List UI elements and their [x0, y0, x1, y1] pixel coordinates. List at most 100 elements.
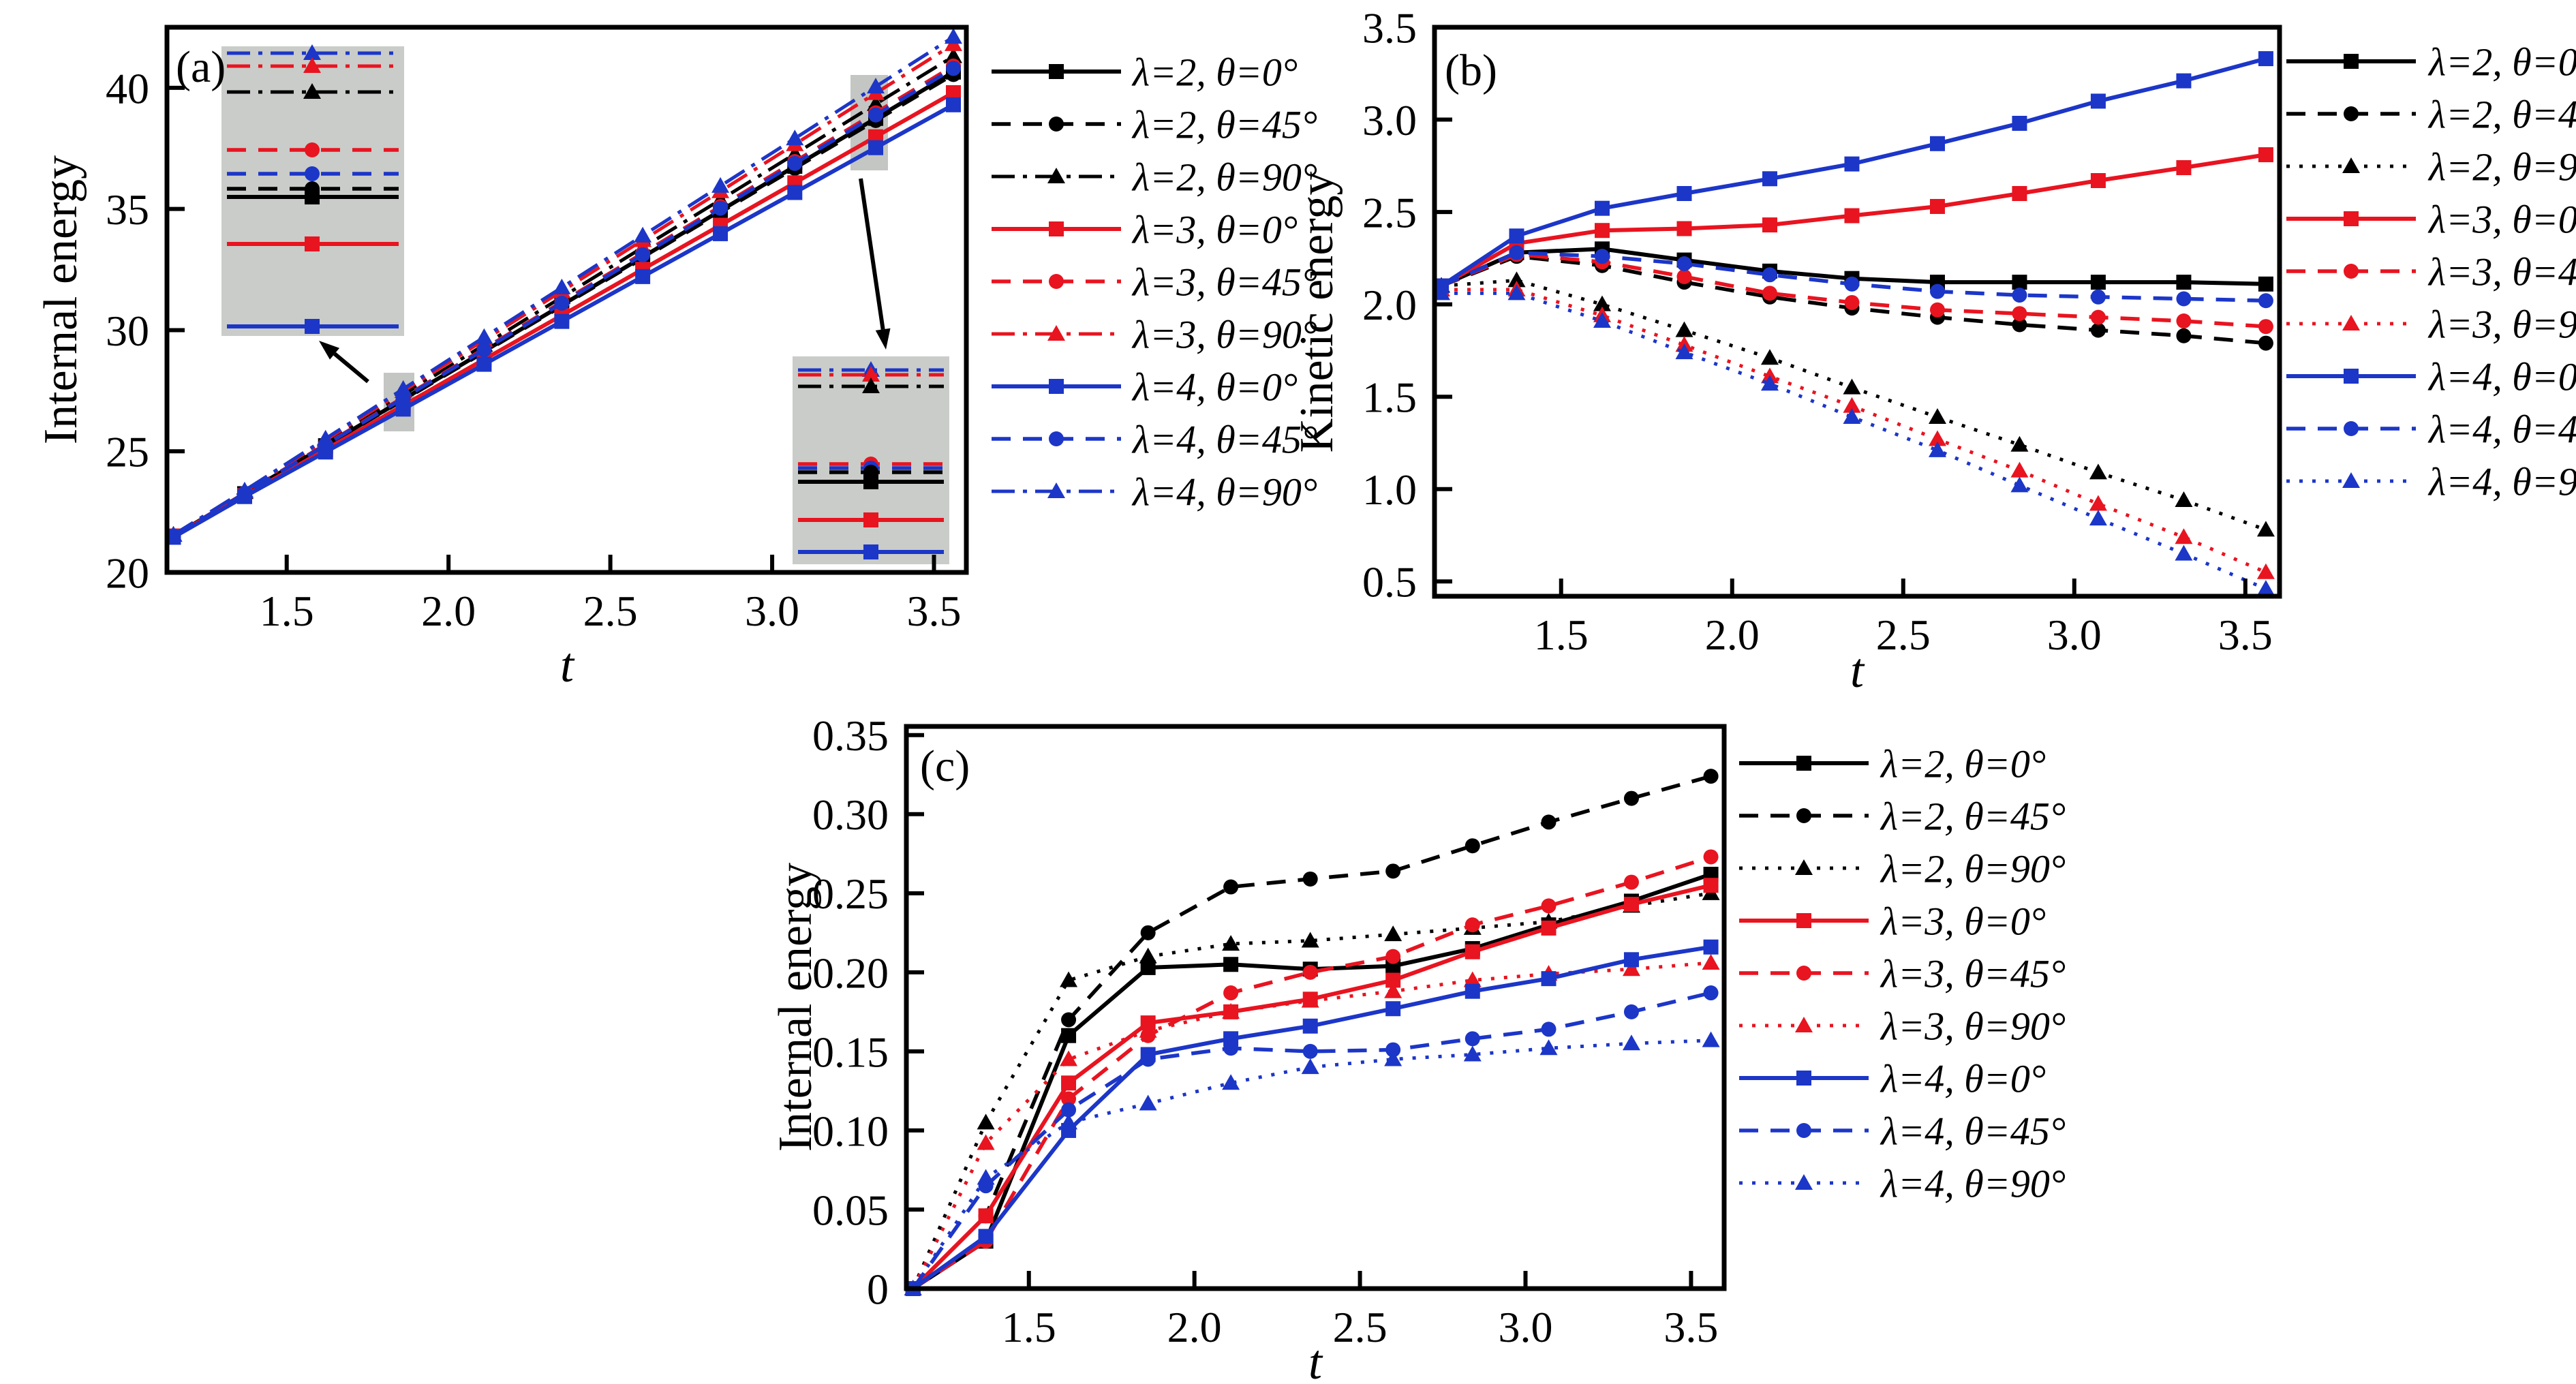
x-axis-title: t — [1850, 643, 1865, 698]
y-tick-label: 3.0 — [1362, 96, 1417, 144]
series-marker-k45 — [1703, 769, 1719, 784]
legend-label-r0: λ=3, θ=0° — [1880, 899, 2046, 943]
series-marker-k0 — [2090, 275, 2106, 290]
series-marker-k90 — [1507, 271, 1526, 288]
x-tick-label: 3.0 — [2047, 611, 2102, 659]
inset-series-marker-r0 — [863, 512, 878, 527]
annotation-arrow-line — [333, 352, 369, 384]
legend-label-k0: λ=2, θ=0° — [1880, 741, 2046, 786]
inset-series-marker-k90 — [862, 378, 880, 393]
series-marker-k90 — [2010, 435, 2029, 452]
series-marker-k90 — [1060, 971, 1078, 987]
y-axis-title: Internal energy — [35, 155, 87, 444]
series-marker-b90 — [2089, 510, 2107, 526]
series-marker-b90 — [1760, 375, 1779, 391]
series-marker-k90 — [2089, 463, 2107, 480]
series-marker-b90 — [1539, 1039, 1558, 1056]
series-marker-k90 — [1139, 947, 1157, 964]
series-marker-b90 — [945, 28, 963, 44]
legend-marker-k0 — [2344, 54, 2359, 69]
y-axis-title: Kinetic energy — [1291, 172, 1343, 453]
series-marker-b45 — [2258, 293, 2273, 309]
series-marker-b45 — [1844, 276, 1860, 292]
legend-label-k0: λ=2, θ=0° — [2427, 40, 2576, 84]
series-marker-b0 — [476, 356, 492, 372]
series-marker-k45 — [1302, 871, 1318, 887]
legend-label-r90: λ=3, θ=90° — [1131, 312, 1317, 356]
x-tick-label: 2.0 — [1167, 1303, 1222, 1351]
series-marker-b90 — [1384, 1050, 1402, 1066]
series-marker-r0 — [2012, 185, 2027, 201]
series-line-r90 — [1441, 288, 2267, 574]
series-marker-b0 — [554, 313, 570, 329]
axes-frame — [904, 724, 1727, 1291]
series-marker-b90 — [475, 328, 493, 344]
series-marker-b0 — [1385, 1001, 1401, 1017]
panel-internal-energy-a: 1.5 2.0 2.5 3.0 3.5 20 25 30 35 40 Internal energy… — [0, 0, 1317, 703]
series-marker-b90 — [1060, 1113, 1078, 1130]
series-marker-b90 — [1702, 1031, 1720, 1047]
series-line-b90 — [1441, 291, 2267, 591]
series-marker-r45 — [1223, 985, 1239, 1001]
series-marker-r90 — [1928, 430, 1946, 446]
series-marker-b45 — [1676, 256, 1692, 272]
series-marker-k90 — [2256, 521, 2275, 537]
series-marker-b0 — [2012, 115, 2027, 131]
series-marker-r90 — [1301, 991, 1319, 1008]
legend-label-b90: λ=4, θ=90° — [2427, 459, 2576, 504]
series-line-b90 — [911, 1039, 1711, 1290]
series-marker-b90 — [2010, 476, 2029, 493]
legend-label-b90: λ=4, θ=90° — [1131, 470, 1317, 514]
legend-marker-b45 — [1049, 431, 1064, 446]
x-tick-label: 2.0 — [1705, 611, 1760, 659]
series-marker-b45 — [1703, 985, 1719, 1001]
series-marker-r90 — [2256, 563, 2275, 579]
legend-marker-r0 — [1049, 221, 1064, 236]
series-marker-r0 — [1541, 920, 1557, 936]
series-marker-b90 — [1301, 1058, 1319, 1075]
series-marker-b90 — [977, 1169, 995, 1185]
legend-label-k0: λ=2, θ=0° — [1131, 50, 1298, 94]
series-marker-r90 — [1384, 982, 1402, 998]
series-marker-r0 — [946, 85, 962, 100]
x-tick-label: 1.5 — [1002, 1303, 1056, 1351]
series-marker-b45 — [554, 295, 570, 311]
y-tick-label: 0.10 — [812, 1107, 889, 1155]
series-marker-b45 — [2012, 288, 2027, 303]
legend-label-r90: λ=3, θ=90° — [2427, 302, 2576, 346]
series-marker-k45 — [2258, 335, 2273, 351]
legend-label-r45: λ=3, θ=45° — [2427, 249, 2576, 294]
series-marker-r0 — [1703, 878, 1719, 893]
y-tick-label: 0.20 — [812, 949, 889, 997]
series-marker-b45 — [1465, 1031, 1480, 1047]
legend-marker-k90 — [2342, 157, 2360, 173]
series-marker-r0 — [1929, 198, 1945, 214]
series-marker-b0 — [1762, 171, 1777, 187]
series-marker-b45 — [476, 342, 492, 358]
series-marker-r45 — [1061, 1091, 1077, 1107]
series-marker-r90 — [2089, 495, 2107, 511]
series-marker-k0 — [1061, 1028, 1077, 1043]
series-marker-k90 — [1222, 935, 1240, 951]
series-marker-b90 — [2256, 580, 2275, 596]
series-marker-r45 — [1703, 849, 1719, 865]
legend-label-k45: λ=2, θ=45° — [1880, 794, 2066, 838]
x-axis-title: t — [560, 638, 575, 692]
series-marker-b0 — [1623, 952, 1639, 968]
legend-marker-b0 — [1049, 379, 1064, 394]
series-marker-r0 — [1594, 223, 1610, 239]
x-tick-label: 3.0 — [745, 587, 799, 635]
series-marker-r0 — [1623, 897, 1639, 912]
y-tick-label: 1.0 — [1362, 465, 1417, 514]
x-tick-label: 1.5 — [1534, 611, 1589, 659]
series-marker-b45 — [1223, 1041, 1239, 1056]
series-marker-b45 — [1541, 1021, 1557, 1037]
series-marker-k0 — [2012, 275, 2027, 290]
legend-label-b0: λ=4, θ=0° — [2427, 354, 2576, 399]
series-marker-r90 — [1139, 1021, 1157, 1038]
panel-letter: (b) — [1445, 46, 1497, 95]
legend-marker-r90 — [1795, 1017, 1813, 1032]
x-tick-label: 3.0 — [1499, 1303, 1553, 1351]
legend-label-k90: λ=2, θ=90° — [1880, 846, 2066, 891]
series-marker-r90 — [1222, 1002, 1240, 1019]
